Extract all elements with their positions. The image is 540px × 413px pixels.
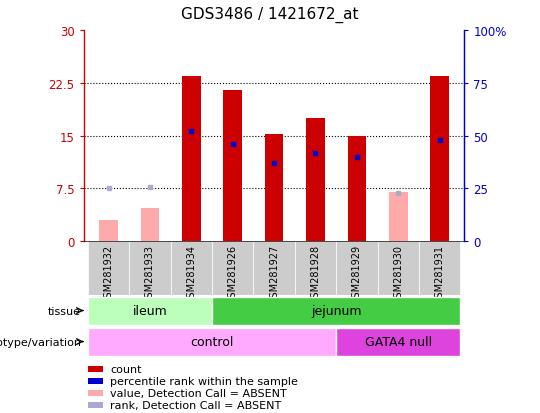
Bar xyxy=(88,242,129,295)
Text: GATA4 null: GATA4 null xyxy=(364,335,432,348)
Bar xyxy=(129,242,171,295)
Bar xyxy=(171,242,212,295)
Bar xyxy=(295,242,336,295)
Text: GSM281932: GSM281932 xyxy=(104,244,113,303)
Bar xyxy=(336,242,377,295)
Bar xyxy=(348,136,366,242)
Bar xyxy=(336,328,460,356)
Bar xyxy=(88,328,336,356)
Bar xyxy=(87,366,103,372)
Bar xyxy=(88,297,212,325)
Text: genotype/variation: genotype/variation xyxy=(0,337,81,347)
Text: ileum: ileum xyxy=(132,304,167,317)
Text: count: count xyxy=(110,364,142,374)
Text: GSM281933: GSM281933 xyxy=(145,244,155,303)
Bar xyxy=(430,77,449,242)
Bar xyxy=(253,242,295,295)
Text: GSM281928: GSM281928 xyxy=(310,244,320,303)
Text: control: control xyxy=(190,335,234,348)
Bar xyxy=(377,242,419,295)
Bar xyxy=(212,242,253,295)
Text: GSM281930: GSM281930 xyxy=(393,244,403,303)
Bar xyxy=(265,135,284,242)
Bar xyxy=(306,119,325,242)
Bar xyxy=(182,77,200,242)
Bar xyxy=(140,209,159,242)
Text: tissue: tissue xyxy=(48,306,81,316)
Text: value, Detection Call = ABSENT: value, Detection Call = ABSENT xyxy=(110,388,287,398)
Bar xyxy=(87,378,103,384)
Bar xyxy=(224,91,242,242)
Bar xyxy=(389,192,408,242)
Text: GSM281931: GSM281931 xyxy=(435,244,444,303)
Text: GSM281926: GSM281926 xyxy=(228,244,238,303)
Bar xyxy=(212,297,460,325)
Text: rank, Detection Call = ABSENT: rank, Detection Call = ABSENT xyxy=(110,400,281,410)
Bar xyxy=(87,390,103,396)
Text: GSM281927: GSM281927 xyxy=(269,244,279,304)
Text: GSM281929: GSM281929 xyxy=(352,244,362,303)
Bar xyxy=(419,242,460,295)
Text: percentile rank within the sample: percentile rank within the sample xyxy=(110,376,298,386)
Text: jejunum: jejunum xyxy=(311,304,361,317)
Bar xyxy=(99,221,118,242)
Bar xyxy=(87,402,103,408)
Text: GDS3486 / 1421672_at: GDS3486 / 1421672_at xyxy=(181,6,359,23)
Text: GSM281934: GSM281934 xyxy=(186,244,196,303)
